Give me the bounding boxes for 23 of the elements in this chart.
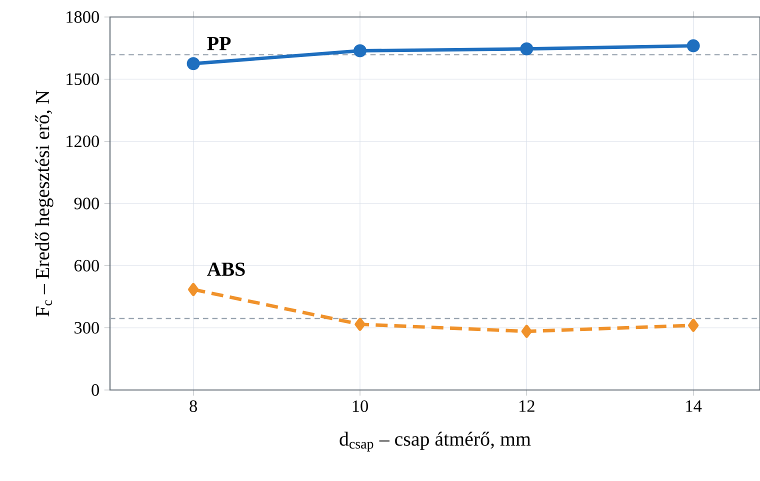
x-tick-label: 12 bbox=[520, 400, 534, 412]
y-tick-label: 0 bbox=[92, 384, 99, 396]
point bbox=[521, 324, 532, 338]
y-tick-label: 1800 bbox=[66, 11, 99, 23]
point bbox=[353, 44, 367, 58]
y-axis-title: F$_{c}$ – Eredő hegesztési erő, N bbox=[35, 90, 54, 316]
y-tick-label: 1200 bbox=[66, 136, 99, 148]
y-tick-label: 300 bbox=[74, 322, 99, 334]
point bbox=[686, 39, 700, 52]
y-tick-label: 1500 bbox=[66, 73, 99, 85]
x-axis-title: d$_{csap}$ – csap átmérő, mm bbox=[340, 432, 531, 452]
series-label: PP bbox=[207, 37, 231, 50]
point bbox=[186, 57, 200, 70]
series-label: ABS bbox=[207, 262, 245, 276]
point bbox=[188, 282, 199, 296]
x-tick-label: 10 bbox=[352, 400, 368, 412]
y-tick-label: 600 bbox=[74, 260, 99, 272]
x-tick-label: 8 bbox=[190, 400, 197, 412]
point bbox=[354, 318, 366, 331]
point bbox=[520, 42, 534, 56]
x-tick-label: 14 bbox=[686, 400, 702, 412]
point bbox=[688, 318, 699, 332]
y-tick-label: 900 bbox=[74, 198, 99, 210]
